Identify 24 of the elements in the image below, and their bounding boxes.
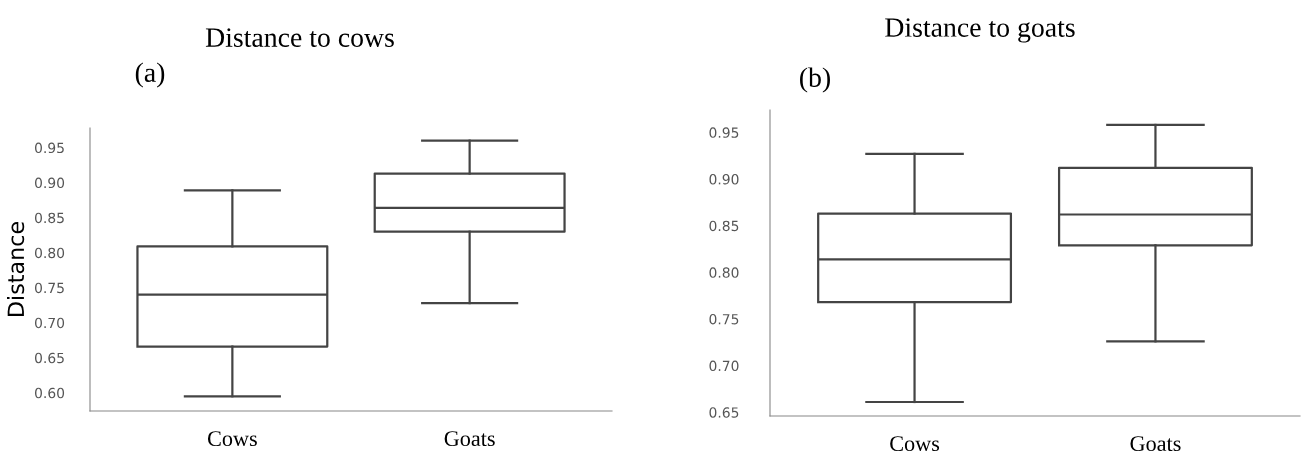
y-tick-label: 0.90 — [34, 177, 65, 189]
chart-title: Distance to cows — [205, 28, 394, 47]
y-tick-label: 0.70 — [709, 360, 739, 372]
y-tick-label: 0.80 — [34, 247, 65, 259]
x-tick-label: Cows — [890, 436, 940, 452]
x-tick-label: Cows — [207, 431, 257, 447]
y-tick-label: 0.80 — [709, 267, 739, 278]
y-tick-label: 0.65 — [709, 407, 739, 418]
x-tick-label: Goats — [444, 431, 495, 447]
y-tick-label: 0.90 — [709, 174, 739, 185]
y-tick-label: 0.70 — [34, 317, 65, 329]
y-tick-label: 0.75 — [709, 313, 739, 325]
y-tick-label: 0.85 — [34, 212, 64, 224]
chart-title: Distance to goats — [885, 18, 1075, 43]
x-tick-label: Goats — [1130, 436, 1181, 452]
y-tick-label: 0.65 — [34, 352, 64, 364]
chart-subtitle: (b) — [800, 67, 830, 93]
y-tick-label: 0.75 — [34, 282, 64, 294]
y-tick-label: 0.60 — [34, 387, 65, 399]
y-axis-title: Distance — [7, 222, 25, 316]
y-tick-label: 0.95 — [34, 142, 64, 154]
y-tick-label: 0.95 — [709, 127, 739, 138]
y-tick-label: 0.85 — [709, 220, 739, 232]
chart-subtitle: (a) — [135, 62, 165, 88]
